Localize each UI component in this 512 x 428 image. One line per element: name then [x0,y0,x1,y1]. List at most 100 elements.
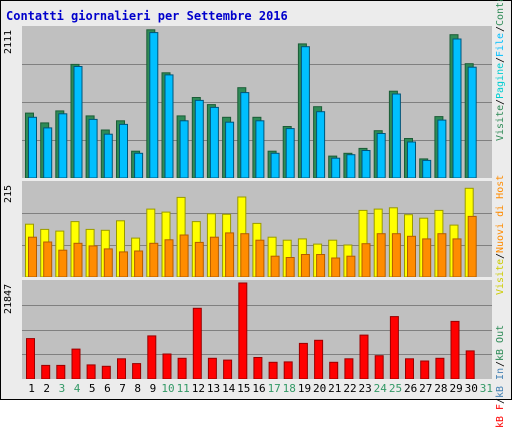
files-bar-day-15 [240,92,250,178]
files-bar-day-10 [164,74,174,178]
x-tick-label-day-12: 12 [191,382,206,395]
files-bar-day-24 [376,133,386,178]
new-hosts-bar-day-25 [391,233,401,277]
new-hosts-bar-day-16 [255,239,265,277]
kb-f-bar-day-29 [450,320,460,379]
legend-entry: Pagine [495,62,506,99]
kb-f-bar-day-3 [56,364,66,379]
x-tick-label-day-30: 30 [464,382,478,395]
x-tick-label-day-3: 3 [58,382,66,395]
new-hosts-bar-day-6 [103,248,113,277]
files-bar-day-30 [467,66,477,178]
new-hosts-bar-day-28 [437,233,447,277]
legend-entry: kB F [495,403,506,428]
x-tick-label-day-19: 19 [297,382,312,395]
legend-entry: kB Out [495,325,506,362]
new-hosts-bar-day-17 [270,255,280,277]
hits-bar-day-7 [116,220,125,277]
files-bar-day-16 [255,120,265,178]
legend-entry: / [495,361,506,368]
kb-f-bar-day-18 [283,361,293,379]
new-hosts-bar-day-24 [376,233,386,277]
middle-panel-hits-hosts [22,181,492,277]
x-tick-label-day-22: 22 [343,382,357,395]
legend-entry: / [495,98,506,105]
legend-entry: / [495,26,506,33]
x-tick-label-day-17: 17 [267,382,281,395]
x-tick-label-day-8: 8 [134,382,141,395]
kb-f-bar-day-9 [147,335,157,379]
new-hosts-bar-day-8 [134,250,144,277]
kb-f-bar-day-24 [374,355,384,379]
bottom-panel-kb [22,280,492,379]
kb-f-bar-day-4 [71,348,81,379]
new-hosts-bar-day-4 [73,242,83,277]
files-bar-day-4 [73,66,83,178]
x-tick-label-day-15: 15 [237,382,251,395]
files-bar-day-25 [391,93,401,178]
new-hosts-bar-day-5 [88,245,98,277]
x-axis-day-labels: 1 2 3 4 5 6 7 8 9 10 11 12 13 14 15 16 17 18 19 20 21 22 23 24 2… [22,382,493,396]
kb-f-bar-day-5 [86,364,96,379]
kb-f-bar-day-14 [223,359,233,379]
bottom-panel-plot [22,282,492,379]
x-tick-label-day-25: 25 [388,382,403,395]
x-tick-label-day-20: 20 [312,382,327,395]
files-bar-day-17 [270,152,280,178]
x-tick-label-day-10: 10 [161,382,175,395]
kb-f-bar-day-30 [465,350,475,379]
kb-f-bar-day-21 [329,361,339,379]
x-tick-label-day-4: 4 [73,382,81,395]
new-hosts-bar-day-11 [179,234,189,277]
files-bar-day-9 [149,32,159,178]
x-tick-label-day-16: 16 [252,382,266,395]
x-tick-label-day-7: 7 [119,382,126,395]
files-bar-day-20 [316,111,326,178]
x-tick-label-day-14: 14 [222,382,236,395]
files-bar-day-2 [43,127,53,178]
kb-f-bar-day-8 [132,363,142,379]
files-bar-day-14 [225,121,235,178]
kb-f-bar-day-27 [420,360,430,379]
x-tick-label-day-28: 28 [434,382,448,395]
new-hosts-bar-day-22 [346,255,356,277]
files-bar-day-28 [437,119,447,178]
new-hosts-bar-day-23 [361,243,371,277]
kb-f-bar-day-10 [162,353,172,379]
top-panel-visits-files [22,26,492,178]
legend-entry: / [495,397,506,404]
new-hosts-bar-day-29 [452,238,462,277]
legend-entry: Visite [495,104,506,141]
kb-f-bar-day-16 [253,357,263,379]
new-hosts-bar-day-9 [149,242,159,277]
kb-f-bar-day-22 [344,358,354,379]
new-hosts-bar-day-13 [209,236,219,277]
bottom-panel-ymax-label: 21847 [3,283,14,315]
kb-f-bar-day-26 [405,358,414,379]
new-hosts-bar-day-1 [28,236,37,277]
new-hosts-bar-day-10 [164,239,174,277]
kb-f-bar-day-11 [177,357,187,379]
files-bar-day-5 [88,118,98,178]
files-bar-day-7 [119,123,128,178]
legend-entry: / [495,253,506,260]
legend-entry: Contatti [495,0,506,27]
x-tick-label-day-11: 11 [176,382,190,395]
files-bar-day-8 [134,152,144,178]
new-hosts-bar-day-19 [300,254,310,277]
x-tick-label-day-31: 31 [479,382,494,395]
x-tick-label-day-9: 9 [149,382,157,395]
kb-f-bar-day-17 [268,361,278,379]
files-bar-day-29 [452,38,462,178]
kb-f-bar-day-23 [359,334,369,379]
new-hosts-bar-day-18 [285,257,295,277]
legend-entry: File [495,32,506,57]
legend-entry: Visite [495,259,506,296]
top-panel-ymax-label: 2111 [3,29,14,55]
kb-f-bar-day-15 [238,282,248,379]
legend-group-bottom: kB F / kB In / kB Out [495,325,509,427]
kb-f-bar-day-12 [192,307,202,379]
files-bar-day-13 [209,106,219,178]
files-bar-day-11 [179,120,189,178]
